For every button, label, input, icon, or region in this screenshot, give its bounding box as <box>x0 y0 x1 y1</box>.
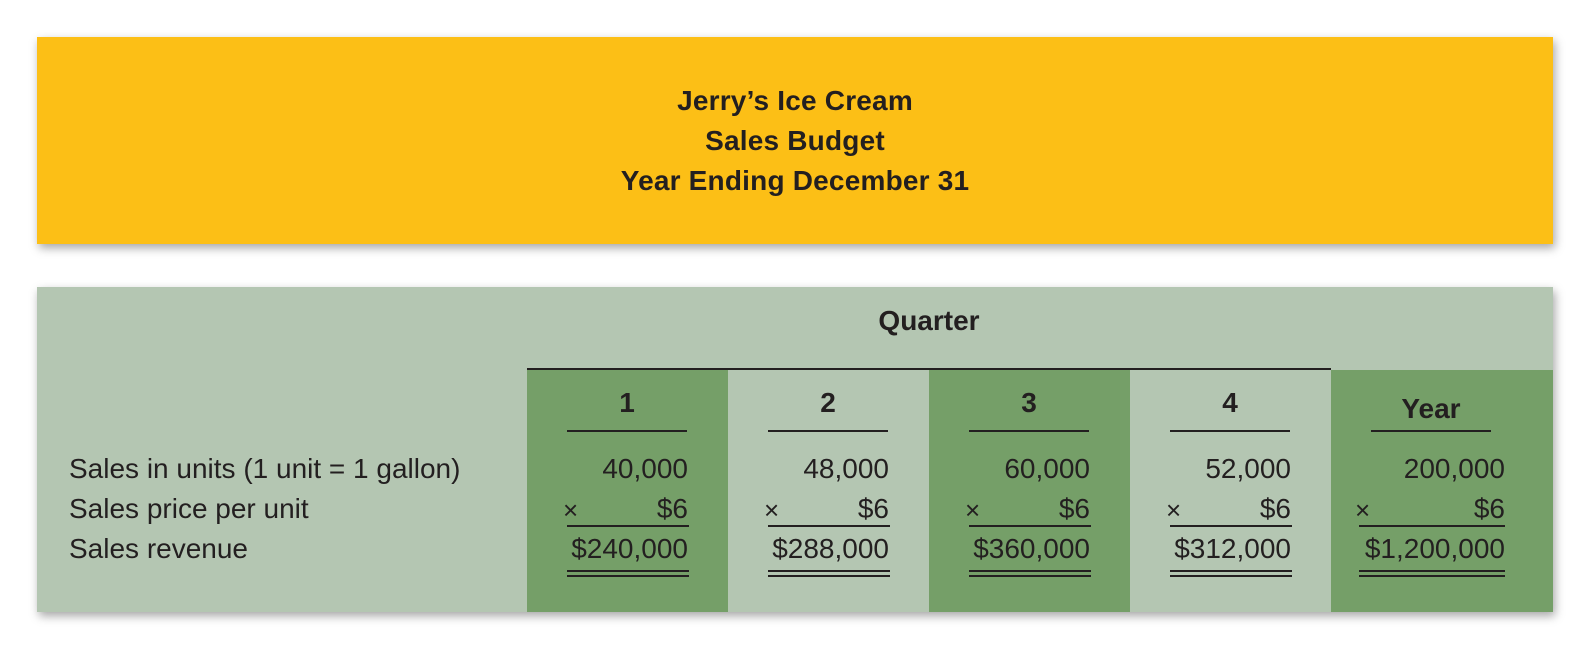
total-double-rule <box>567 570 689 577</box>
column-heading-3: 3 <box>1021 387 1037 418</box>
times-symbol: × <box>563 495 579 525</box>
price-value-3: $6 <box>1058 493 1090 524</box>
units-value-year: 200,000 <box>1403 453 1505 484</box>
price-value-4: $6 <box>1259 493 1291 524</box>
revenue-value-4: $312,000 <box>1174 533 1291 564</box>
total-double-rule <box>768 570 890 577</box>
subtotal-rule <box>969 525 1091 527</box>
heading-rule <box>567 430 687 432</box>
price-value-1: $6 <box>656 493 688 524</box>
times-symbol: × <box>764 495 780 525</box>
price-value-2: $6 <box>857 493 889 524</box>
subtotal-rule <box>1170 525 1292 527</box>
row-label-price: Sales price per unit <box>69 493 309 524</box>
units-value-4: 52,000 <box>1205 453 1291 484</box>
revenue-value-2: $288,000 <box>772 533 889 564</box>
heading-rule <box>768 430 888 432</box>
revenue-value-3: $360,000 <box>973 533 1090 564</box>
report-header: Jerry’s Ice Cream Sales Budget Year Endi… <box>37 37 1553 244</box>
subtotal-rule <box>567 525 689 527</box>
row-label-units: Sales in units (1 unit = 1 gallon) <box>69 453 461 484</box>
column-heading-1: 1 <box>619 387 635 418</box>
revenue-value-1: $240,000 <box>571 533 688 564</box>
column-heading-year: Year <box>1401 393 1461 424</box>
heading-rule <box>1170 430 1290 432</box>
quarter-rule <box>527 368 1331 370</box>
units-value-3: 60,000 <box>1004 453 1090 484</box>
report-title: Sales Budget <box>705 124 885 156</box>
total-double-rule <box>969 570 1091 577</box>
subtotal-rule <box>1359 525 1505 527</box>
row-label-revenue: Sales revenue <box>69 533 249 564</box>
subtotal-rule <box>768 525 890 527</box>
units-value-1: 40,000 <box>602 453 688 484</box>
company-name: Jerry’s Ice Cream <box>677 84 913 116</box>
price-value-year: $6 <box>1473 493 1505 524</box>
times-symbol: × <box>1166 495 1182 525</box>
heading-rule <box>1371 430 1491 432</box>
revenue-value-year: $1,200,000 <box>1364 533 1505 564</box>
column-heading-2: 2 <box>820 387 836 418</box>
heading-rule <box>969 430 1089 432</box>
total-double-rule <box>1359 570 1505 577</box>
times-symbol: × <box>965 495 981 525</box>
quarter-title: Quarter <box>878 305 980 336</box>
units-value-2: 48,000 <box>803 453 889 484</box>
times-symbol: × <box>1355 495 1371 525</box>
report-period: Year Ending December 31 <box>620 164 970 196</box>
sales-budget-table: Quarter 1 2 3 4 Year Sales in units (1 u… <box>37 287 1553 612</box>
total-double-rule <box>1170 570 1292 577</box>
column-heading-4: 4 <box>1222 387 1238 418</box>
